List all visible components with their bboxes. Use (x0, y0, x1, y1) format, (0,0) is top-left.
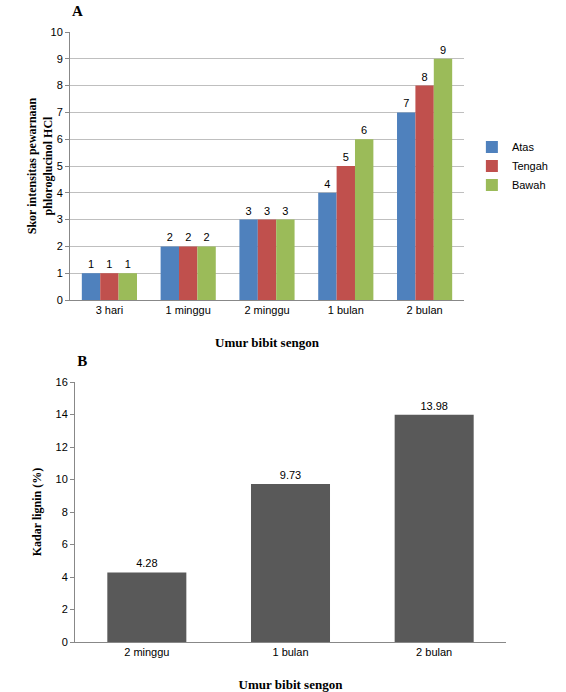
svg-text:3 hari: 3 hari (96, 304, 124, 316)
svg-text:12: 12 (56, 441, 68, 453)
svg-text:Tengah: Tengah (512, 160, 548, 172)
svg-text:3: 3 (264, 205, 270, 217)
svg-text:1: 1 (106, 258, 112, 270)
svg-text:B: B (77, 353, 87, 369)
svg-text:4: 4 (62, 571, 68, 583)
svg-text:1 minggu: 1 minggu (166, 304, 211, 316)
svg-text:1 bulan: 1 bulan (272, 646, 308, 658)
svg-text:6: 6 (361, 124, 367, 136)
svg-text:9: 9 (440, 44, 446, 56)
svg-text:13.98: 13.98 (420, 400, 448, 412)
svg-text:5: 5 (343, 151, 349, 163)
svg-text:Atas: Atas (512, 141, 535, 153)
svg-text:0: 0 (57, 294, 63, 306)
svg-text:2 bulan: 2 bulan (407, 304, 443, 316)
svg-text:6: 6 (62, 538, 68, 550)
svg-text:1 bulan: 1 bulan (328, 304, 364, 316)
svg-text:4: 4 (324, 178, 330, 190)
svg-text:Umur bibit sengon: Umur bibit sengon (215, 335, 320, 350)
svg-text:A: A (72, 3, 83, 19)
svg-text:2 bulan: 2 bulan (416, 646, 452, 658)
svg-text:3: 3 (246, 205, 252, 217)
svg-text:16: 16 (56, 376, 68, 388)
svg-text:8: 8 (422, 71, 428, 83)
svg-text:9: 9 (57, 53, 63, 65)
svg-text:2 minggu: 2 minggu (124, 646, 169, 658)
svg-text:8: 8 (62, 506, 68, 518)
svg-text:7: 7 (403, 97, 409, 109)
svg-text:2: 2 (57, 240, 63, 252)
svg-text:1: 1 (88, 258, 94, 270)
svg-text:3: 3 (282, 205, 288, 217)
svg-text:9.73: 9.73 (280, 469, 301, 481)
svg-text:2: 2 (167, 231, 173, 243)
svg-text:Umur bibit sengon: Umur bibit sengon (239, 677, 344, 692)
svg-text:Skor intensitas pewarnaanphlor: Skor intensitas pewarnaanphloroglucinol … (25, 97, 55, 234)
svg-text:2: 2 (204, 231, 210, 243)
svg-text:8: 8 (57, 79, 63, 91)
svg-text:10: 10 (51, 26, 63, 38)
svg-text:5: 5 (57, 160, 63, 172)
svg-text:1: 1 (125, 258, 131, 270)
svg-text:7: 7 (57, 106, 63, 118)
svg-text:2: 2 (62, 603, 68, 615)
svg-text:4.28: 4.28 (136, 557, 157, 569)
svg-text:4: 4 (57, 187, 63, 199)
svg-text:Bawah: Bawah (512, 179, 546, 191)
svg-text:10: 10 (56, 473, 68, 485)
svg-text:14: 14 (56, 408, 68, 420)
svg-text:0: 0 (62, 636, 68, 648)
svg-text:Kadar lignin (%): Kadar lignin (%) (30, 468, 44, 556)
svg-text:2 minggu: 2 minggu (244, 304, 289, 316)
svg-text:1: 1 (57, 267, 63, 279)
svg-text:2: 2 (185, 231, 191, 243)
svg-text:6: 6 (57, 133, 63, 145)
svg-text:3: 3 (57, 213, 63, 225)
